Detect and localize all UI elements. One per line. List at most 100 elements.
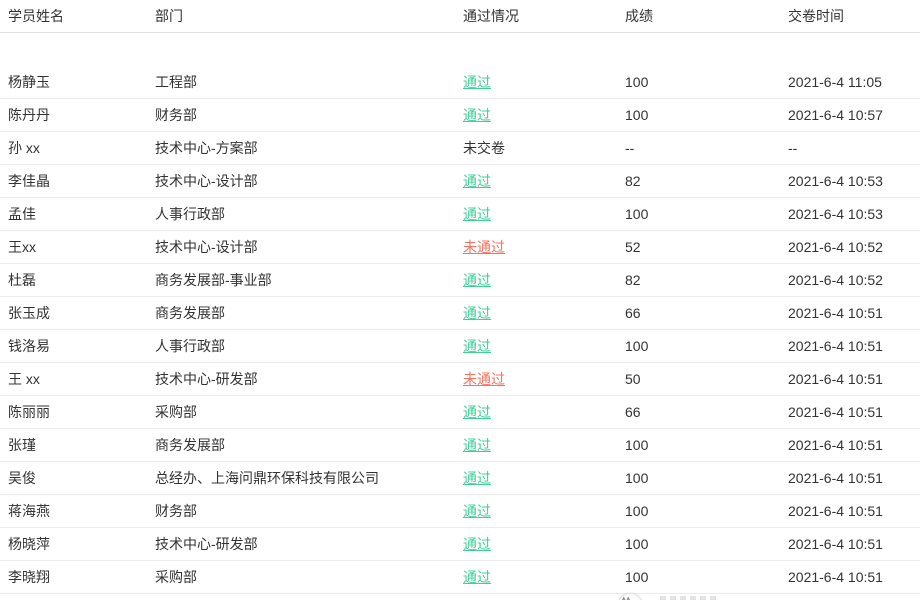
student-name: 孙 xx	[8, 140, 40, 156]
status-link[interactable]: 通过	[463, 569, 491, 585]
student-name: 杨静玉	[8, 74, 50, 90]
table-row: 杨晓萍 技术中心-研发部 通过 100 2021-6-4 10:51	[0, 528, 920, 561]
score: 100	[625, 503, 649, 519]
table-row: 王xx 技术中心-设计部 未通过 52 2021-6-4 10:52	[0, 231, 920, 264]
department: 财务部	[155, 503, 197, 519]
table-row: 吴俊 总经办、上海问鼎环保科技有限公司 通过 100 2021-6-4 10:5…	[0, 462, 920, 495]
score: 66	[625, 404, 641, 420]
status-link[interactable]: 通过	[463, 305, 491, 321]
status-link[interactable]: 通过	[463, 338, 491, 354]
score: 100	[625, 437, 649, 453]
status-link[interactable]: 通过	[463, 503, 491, 519]
status-link[interactable]: 通过	[463, 470, 491, 486]
score: 66	[625, 305, 641, 321]
status-link[interactable]: 通过	[463, 272, 491, 288]
student-name: 杨晓萍	[8, 536, 50, 552]
column-header-score: 成绩	[625, 8, 653, 24]
table-row: 张玉成 商务发展部 通过 66 2021-6-4 10:51	[0, 297, 920, 330]
table-header-row: 学员姓名 部门 通过情况 成绩 交卷时间	[0, 0, 920, 33]
department: 商务发展部	[155, 437, 225, 453]
submit-time: 2021-6-4 11:05	[788, 74, 882, 90]
status-link[interactable]: 通过	[463, 107, 491, 123]
table-row: 孟佳 人事行政部 通过 100 2021-6-4 10:53	[0, 198, 920, 231]
table-row: 陈丽丽 采购部 通过 66 2021-6-4 10:51	[0, 396, 920, 429]
score: 100	[625, 107, 649, 123]
department: 技术中心-研发部	[155, 371, 258, 387]
submit-time: 2021-6-4 10:51	[788, 404, 883, 420]
score: 50	[625, 371, 641, 387]
submit-time: 2021-6-4 10:51	[788, 470, 883, 486]
student-name: 杜磊	[8, 272, 36, 288]
department: 技术中心-设计部	[155, 239, 258, 255]
student-name: 王 xx	[8, 371, 40, 387]
score: 52	[625, 239, 641, 255]
department: 人事行政部	[155, 338, 225, 354]
widget-text-fragment	[660, 596, 720, 600]
student-name: 蒋海燕	[8, 503, 50, 519]
table-row: 杨静玉 工程部 通过 100 2021-6-4 11:05	[0, 66, 920, 99]
table-row: 李佳晶 技术中心-设计部 通过 82 2021-6-4 10:53	[0, 165, 920, 198]
submit-time: 2021-6-4 10:51	[788, 437, 883, 453]
table-row: 孙 xx 技术中心-方案部 未交卷 -- --	[0, 132, 920, 165]
submit-time: 2021-6-4 10:51	[788, 371, 883, 387]
status-link[interactable]: 通过	[463, 74, 491, 90]
table-row: 钱洛易 人事行政部 通过 100 2021-6-4 10:51	[0, 330, 920, 363]
empty-spacer-row	[0, 33, 920, 66]
submit-time: 2021-6-4 10:51	[788, 569, 883, 585]
submit-time: 2021-6-4 10:51	[788, 338, 883, 354]
score: 100	[625, 569, 649, 585]
submit-time: 2021-6-4 10:52	[788, 272, 883, 288]
status-link[interactable]: 通过	[463, 536, 491, 552]
status-link[interactable]: 通过	[463, 437, 491, 453]
status-link[interactable]: 未通过	[463, 239, 505, 255]
score: 82	[625, 173, 641, 189]
score: 100	[625, 206, 649, 222]
submit-time: 2021-6-4 10:57	[788, 107, 883, 123]
department: 技术中心-研发部	[155, 536, 258, 552]
status-link[interactable]: 未通过	[463, 371, 505, 387]
department: 商务发展部	[155, 305, 225, 321]
status-link[interactable]: 通过	[463, 173, 491, 189]
submit-time: 2021-6-4 10:51	[788, 503, 883, 519]
student-name: 孟佳	[8, 206, 36, 222]
column-header-department: 部门	[155, 8, 183, 24]
department: 财务部	[155, 107, 197, 123]
score: --	[625, 140, 635, 156]
score: 100	[625, 338, 649, 354]
department: 工程部	[155, 74, 197, 90]
department: 技术中心-设计部	[155, 173, 258, 189]
student-name: 王xx	[8, 239, 36, 255]
column-header-student-name: 学员姓名	[8, 8, 64, 24]
table-row: 陈丹丹 财务部 通过 100 2021-6-4 10:57	[0, 99, 920, 132]
student-name: 陈丽丽	[8, 404, 50, 420]
submit-time: 2021-6-4 10:51	[788, 305, 883, 321]
student-name: 钱洛易	[8, 338, 50, 354]
table-row: 杜磊 商务发展部-事业部 通过 82 2021-6-4 10:52	[0, 264, 920, 297]
student-name: 张瑾	[8, 437, 36, 453]
table-body: 杨静玉 工程部 通过 100 2021-6-4 11:05 陈丹丹 财务部 通过…	[0, 66, 920, 594]
floating-widget-partial	[605, 593, 725, 600]
submit-time: 2021-6-4 10:53	[788, 206, 883, 222]
student-name: 李佳晶	[8, 173, 50, 189]
table-row: 李晓翔 采购部 通过 100 2021-6-4 10:51	[0, 561, 920, 594]
table-row: 张瑾 商务发展部 通过 100 2021-6-4 10:51	[0, 429, 920, 462]
column-header-pass-status: 通过情况	[463, 8, 519, 24]
status-link[interactable]: 通过	[463, 404, 491, 420]
student-name: 吴俊	[8, 470, 36, 486]
status-link[interactable]: 通过	[463, 206, 491, 222]
department: 技术中心-方案部	[155, 140, 258, 156]
status-link: 未交卷	[463, 140, 505, 156]
score: 100	[625, 470, 649, 486]
submit-time: 2021-6-4 10:52	[788, 239, 883, 255]
submit-time: 2021-6-4 10:51	[788, 536, 883, 552]
submit-time: --	[788, 140, 798, 156]
score: 100	[625, 536, 649, 552]
student-name: 陈丹丹	[8, 107, 50, 123]
score: 82	[625, 272, 641, 288]
department: 采购部	[155, 569, 197, 585]
department: 商务发展部-事业部	[155, 272, 272, 288]
department: 采购部	[155, 404, 197, 420]
submit-time: 2021-6-4 10:53	[788, 173, 883, 189]
table-row: 蒋海燕 财务部 通过 100 2021-6-4 10:51	[0, 495, 920, 528]
